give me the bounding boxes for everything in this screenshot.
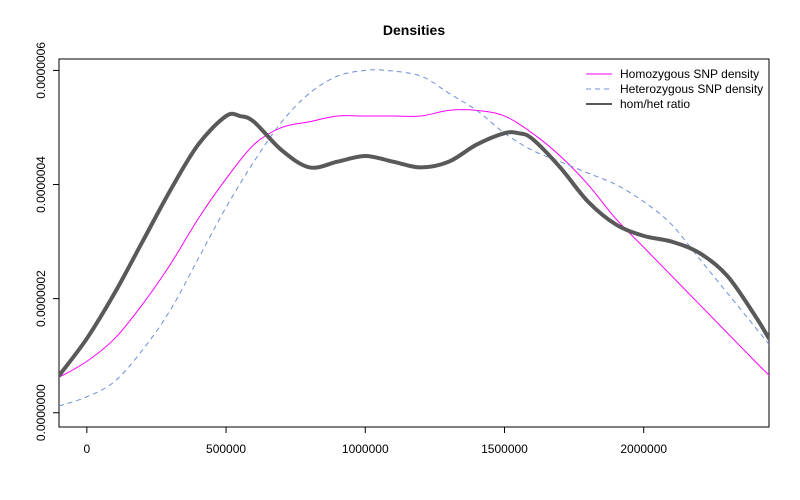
series-line-3 (59, 111, 769, 378)
x-tick-label: 1500000 (481, 442, 528, 456)
y-tick-label: 0.0000004 (34, 156, 48, 213)
y-tick-label: 0.0000006 (34, 42, 48, 99)
chart-title: Densities (383, 22, 445, 38)
x-tick-label: 500000 (206, 442, 246, 456)
x-tick-label: 0 (83, 442, 90, 456)
x-tick-label: 2000000 (620, 442, 667, 456)
y-tick-label: 0.0000000 (34, 384, 48, 441)
legend-label-3: hom/het ratio (620, 97, 690, 111)
series-layer (59, 69, 769, 407)
legend-label-2: Heterozygous SNP density (620, 82, 763, 96)
y-axis: 0.0000000 0.0000002 0.0000004 0.0000006 (34, 42, 59, 441)
x-axis: 0 500000 1000000 1500000 2000000 (83, 427, 667, 456)
series-line-1 (59, 109, 769, 378)
x-tick-label: 1000000 (342, 442, 389, 456)
plot-frame (58, 58, 770, 428)
legend-label-1: Homozygous SNP density (620, 67, 759, 81)
y-tick-label: 0.0000002 (34, 270, 48, 327)
series-line-2 (59, 69, 769, 407)
